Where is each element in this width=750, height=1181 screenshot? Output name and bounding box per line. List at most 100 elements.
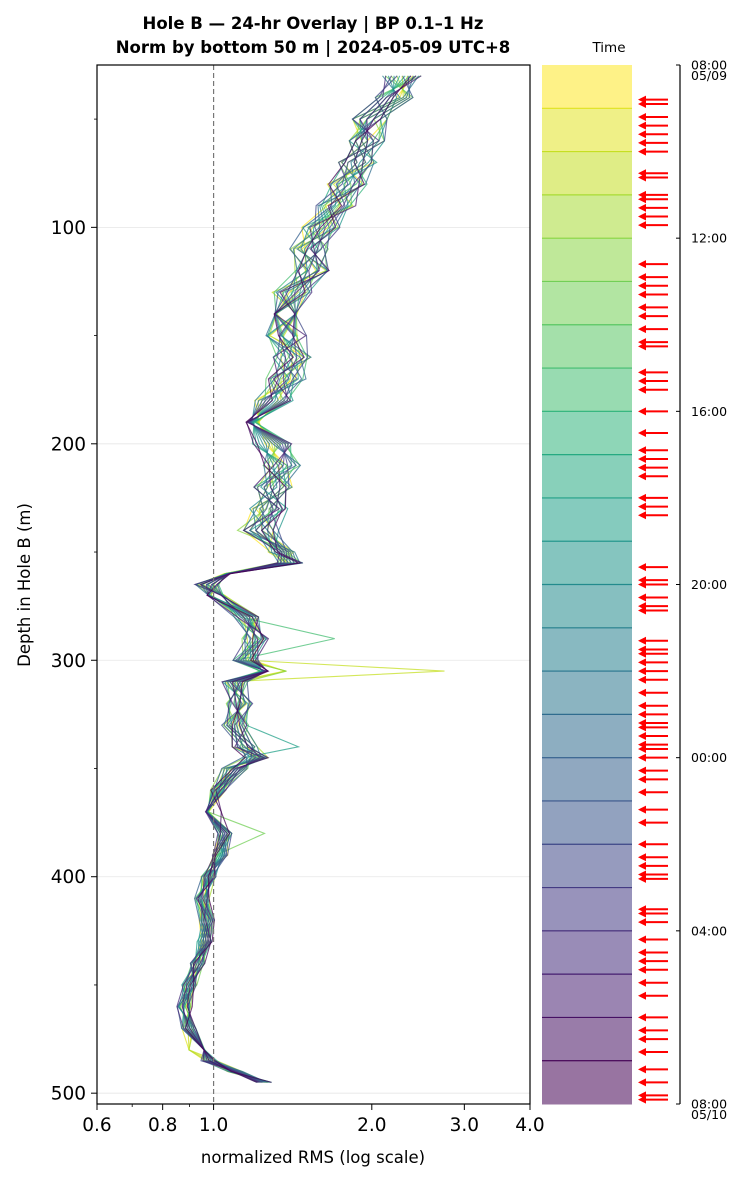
event-arrow-head <box>638 260 646 269</box>
y-tick-label: 100 <box>51 218 86 239</box>
event-arrow-head <box>638 874 646 883</box>
event-arrow-head <box>638 428 646 437</box>
event-arrow-head <box>638 1048 646 1057</box>
time-colorbar <box>542 65 632 1105</box>
colorbar-band <box>542 324 632 369</box>
event-arrow-head <box>638 580 646 589</box>
event-arrow-head <box>638 1078 646 1087</box>
event-arrow-head <box>638 606 646 615</box>
event-arrow-head <box>638 493 646 502</box>
event-arrow-head <box>638 112 646 121</box>
colorbar-band <box>542 108 632 153</box>
event-arrow-head <box>638 1013 646 1022</box>
event-arrow-head <box>638 312 646 321</box>
event-arrow-head <box>638 948 646 957</box>
colorbar-band <box>542 151 632 196</box>
event-arrow-head <box>638 385 646 394</box>
colorbar-band <box>542 671 632 715</box>
colorbar-time-axis: 05/09 05/10 08:00 12:00 16:00 20:00 00:00 04:… <box>676 58 727 1122</box>
event-arrow-head <box>638 918 646 927</box>
event-arrow-head <box>638 688 646 697</box>
event-arrow-head <box>638 965 646 974</box>
x-tick-label: 1.0 <box>199 1115 228 1136</box>
colorbar-band <box>542 974 632 1018</box>
event-arrow-head <box>638 147 646 156</box>
colorbar-band <box>542 454 632 499</box>
colorbar-band <box>542 887 632 932</box>
colorbar-tick-label: 04:00 <box>691 923 727 938</box>
event-arrow-head <box>638 563 646 572</box>
event-arrow-head <box>638 805 646 814</box>
event-arrow-head <box>638 325 646 334</box>
event-arrow-head <box>638 658 646 667</box>
series-line <box>186 75 417 1083</box>
event-arrow-head <box>638 511 646 520</box>
chart-title-line1: Hole B — 24-hr Overlay | BP 0.1–1 Hz <box>143 14 484 34</box>
y-axis-label: Depth in Hole B (m) <box>15 503 34 667</box>
event-arrow-head <box>638 593 646 602</box>
event-arrow-head <box>638 273 646 282</box>
colorbar-band <box>542 281 632 326</box>
colorbar-band <box>542 368 632 412</box>
x-tick-label: 2.0 <box>357 1115 386 1136</box>
event-arrow-head <box>638 290 646 299</box>
colorbar-tick-label: 20:00 <box>691 577 727 592</box>
colorbar-label: Time <box>591 40 625 56</box>
plot-frame <box>96 64 531 1105</box>
y-tick-label: 400 <box>51 867 86 888</box>
event-arrow-head <box>638 853 646 862</box>
event-arrow-head <box>638 130 646 139</box>
colorbar-band <box>542 1017 632 1062</box>
event-arrow-head <box>638 221 646 230</box>
chart-title-line2: Norm by bottom 50 m | 2024-05-09 UTC+8 <box>116 38 511 58</box>
series-group <box>176 75 445 1083</box>
event-arrow-head <box>638 407 646 416</box>
colorbar-tick-label: 16:00 <box>691 404 727 419</box>
event-arrow-head <box>638 840 646 849</box>
grid-lines <box>97 226 530 1094</box>
event-arrow-head <box>638 723 646 732</box>
event-arrow-head <box>638 991 646 1000</box>
event-arrow-head <box>638 753 646 762</box>
event-arrow-head <box>638 281 646 290</box>
event-arrow-head <box>638 195 646 204</box>
event-arrow-head <box>638 1095 646 1104</box>
event-arrow-head <box>638 212 646 221</box>
event-arrow-head <box>638 368 646 377</box>
x-axis-ticks: 0.6 0.8 1.0 2.0 3.0 4.0 <box>82 1104 545 1136</box>
colorbar-band <box>542 238 632 282</box>
colorbar-band <box>542 584 632 629</box>
colorbar-band <box>542 627 632 672</box>
event-arrow-head <box>638 766 646 775</box>
chart-title: Hole B — 24-hr Overlay | BP 0.1–1 Hz Nor… <box>116 14 511 58</box>
x-tick-label: 0.6 <box>82 1115 111 1136</box>
event-arrow-head <box>638 1065 646 1074</box>
event-arrow-head <box>638 732 646 741</box>
event-arrow-head <box>638 446 646 455</box>
colorbar-band <box>542 411 632 456</box>
event-arrow-head <box>638 775 646 784</box>
series-line <box>184 75 412 1083</box>
colorbar-band <box>542 800 632 845</box>
event-arrow-head <box>638 1035 646 1044</box>
event-arrow-head <box>638 675 646 684</box>
event-arrow-head <box>638 138 646 147</box>
colorbar-tick-label: 08:00 <box>691 58 727 73</box>
colorbar-band <box>542 714 632 759</box>
event-arrow-head <box>638 342 646 351</box>
colorbar-band <box>542 844 632 889</box>
event-arrow-head <box>638 173 646 182</box>
colorbar-band <box>542 930 632 975</box>
x-tick-label: 3.0 <box>450 1115 479 1136</box>
event-arrow-head <box>638 377 646 386</box>
colorbar-band <box>542 194 632 239</box>
y-tick-label: 300 <box>51 651 86 672</box>
y-tick-label: 200 <box>51 434 86 455</box>
colorbar-band <box>542 757 632 802</box>
event-arrow-head <box>638 978 646 987</box>
event-arrow-head <box>638 957 646 966</box>
event-arrow-head <box>638 701 646 710</box>
series-line <box>187 75 392 1083</box>
colorbar-tick-label: 00:00 <box>691 750 727 765</box>
